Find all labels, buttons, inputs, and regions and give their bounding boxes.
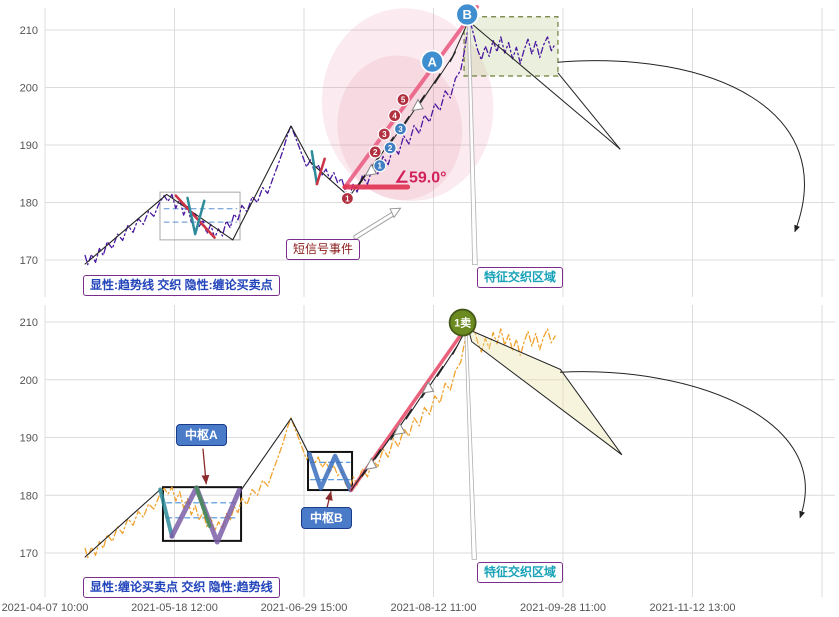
top-point-marker-A-label: A [428,54,438,69]
top-converge-line-1 [471,23,621,150]
top-seq-marker-blue-2 [383,141,397,155]
bottom-y-tick-label: 180 [20,490,38,502]
pivot-a-label: 中枢A [176,424,227,446]
x-tick-label: 2021-11-12 13:00 [649,602,735,614]
top-angle-annotation: ∠59.0° [395,169,447,186]
top-y-tick-label: 170 [20,255,38,267]
bottom-ladder-arrow-2 [393,422,406,436]
top-box-red-segment [174,194,216,239]
top-ladder-arrow-1 [364,163,378,177]
short-signal-event-label: 短信号事件 [286,239,361,260]
bottom-sell-point-marker [448,308,477,337]
top-seq-marker-red-3-label: 3 [382,130,387,139]
top-box-teal-segment [186,196,206,236]
top-y-tick-label: 200 [20,83,38,95]
bottom-trend-zigzag-1 [84,488,161,558]
bottom-post-peak-wedge [467,328,623,456]
bottom-ladder-arrow-3 [421,381,435,394]
top-trend-zigzag [84,125,350,265]
bottom-y-tick-label: 200 [20,375,38,387]
top-mini-red-segment [315,157,326,186]
top-seq-marker-blue-1-label: 1 [378,162,383,171]
top-seq-marker-red-5-label: 5 [401,95,406,104]
top-label-arrow-fill [354,211,397,239]
top-y-tick-label: 190 [20,140,38,152]
bottom-y-tick-label: 190 [20,433,38,445]
top-seq-marker-red-3 [377,127,391,141]
top-ladder-arrow-2 [411,98,424,112]
bottom-ladder-arrow-1 [364,457,378,470]
top-mini-teal-segment [310,150,319,186]
top-point-marker-B [455,2,480,27]
bottom-pivot-a-box [161,486,243,542]
top-feature-zone-box [463,16,559,77]
top-y-tick-label: 180 [20,198,38,210]
top-label-arrow-head [389,207,402,219]
top-seq-marker-red-5 [396,92,410,107]
pivot-b-label: 中枢B [301,507,352,529]
top-sweep-arrow [557,60,805,233]
top-point-marker-A [420,49,445,74]
top-seq-marker-red-1-label: 1 [345,194,350,203]
feature-zone-label-bottom: 特征交织区域 [477,562,564,583]
top-seq-marker-red-2-label: 2 [373,148,378,157]
bottom-pivot-a-arrow [201,448,210,485]
x-tick-label: 2021-04-07 10:00 [2,602,89,614]
top-consolidation-box [159,191,241,241]
top-seq-marker-blue-3-label: 3 [398,125,403,134]
bottom-price-line [84,310,556,559]
top-seq-marker-red-1 [340,191,354,206]
top-trend-channel-line [342,5,479,189]
bottom-trend-zigzag-2 [240,417,310,491]
x-tick-label: 2021-09-28 11:00 [520,602,606,614]
x-tick-label: 2021-08-12 11:00 [390,602,476,614]
x-tick-label: 2021-05-18 12:00 [131,602,218,614]
bottom-legend-label: 显性:缠论买卖点 交织 隐性:趋势线 [83,577,280,598]
top-seq-marker-red-2 [368,145,382,159]
bottom-seg-blue [306,451,353,493]
top-seq-marker-blue-3 [393,122,408,136]
top-converge-line-2 [557,72,621,150]
top-legend-label: 显性:趋势线 交织 隐性:缠论买卖点 [83,275,280,296]
bottom-seg-teal [158,487,174,539]
bottom-y-tick-label: 210 [20,317,38,329]
bottom-sell-point-marker-label: 1卖 [454,316,471,330]
bottom-pivot-b-arrow [325,491,333,509]
bottom-y-tick-label: 170 [20,548,38,560]
feature-zone-label-top: 特征交织区域 [477,267,564,288]
bottom-sweep-arrow [559,371,806,519]
bottom-pivot-b-box [307,450,354,492]
top-seq-marker-blue-1 [373,159,387,173]
bottom-feature-zone-band [464,335,477,560]
x-tick-label: 2021-06-29 15:00 [261,602,348,614]
top-point-marker-B-label: B [462,7,471,22]
top-y-tick-label: 210 [20,25,38,37]
top-seq-marker-red-4-label: 4 [392,112,397,121]
top-seq-marker-red-4 [388,109,402,123]
top-seq-marker-blue-2-label: 2 [388,144,393,153]
bottom-seg-green [194,485,212,528]
